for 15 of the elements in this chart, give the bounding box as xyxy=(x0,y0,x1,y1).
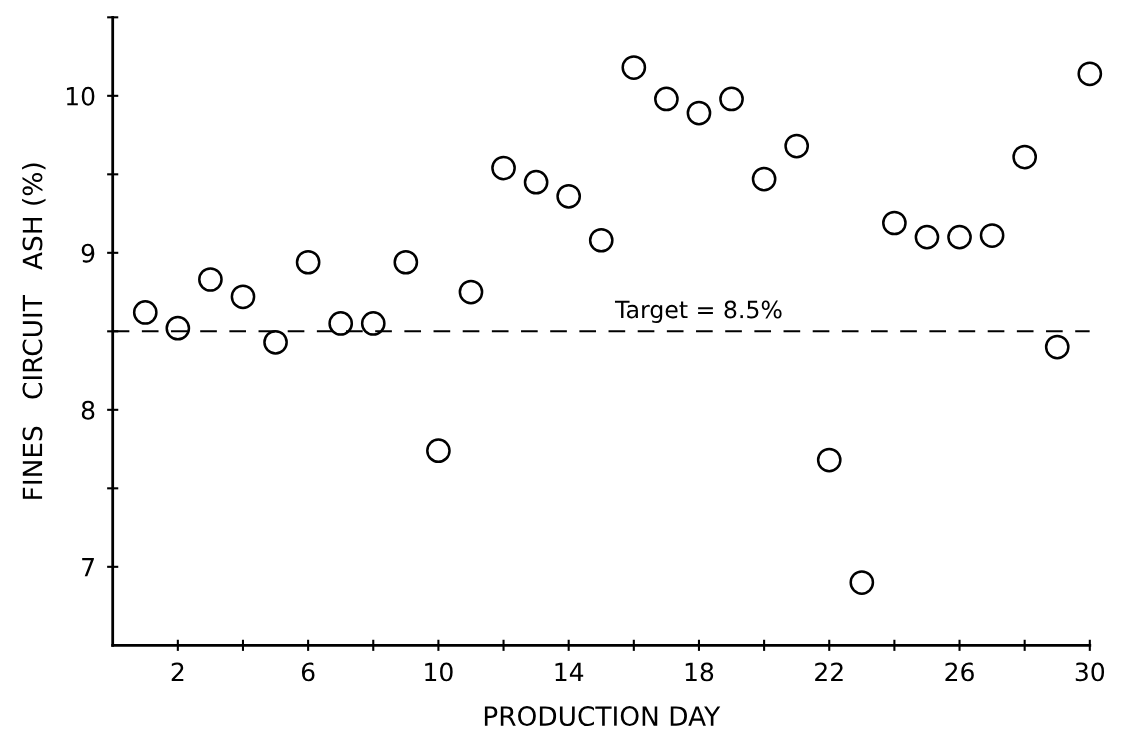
y-axis-title: FINES CIRCUIT ASH (%) xyxy=(22,163,46,499)
x-tick-label: 30 xyxy=(1075,662,1105,682)
y-tick-label: 7 xyxy=(82,558,94,577)
y-tick-label: 10 xyxy=(66,86,95,106)
x-tick-label: 10 xyxy=(425,662,453,682)
x-tick-label: 22 xyxy=(815,662,843,681)
y-tick-label: 9 xyxy=(81,243,95,263)
x-tick-label: 2 xyxy=(171,662,184,681)
x-axis-title: PRODUCTION DAY xyxy=(484,706,721,727)
ref-line-label: Target = 8.5% xyxy=(614,300,782,323)
x-tick-label: 26 xyxy=(945,662,974,682)
x-tick-label: 18 xyxy=(685,662,714,682)
x-tick-label: 14 xyxy=(555,662,584,681)
y-tick-label: 8 xyxy=(81,400,95,420)
x-tick-label: 6 xyxy=(301,662,315,682)
